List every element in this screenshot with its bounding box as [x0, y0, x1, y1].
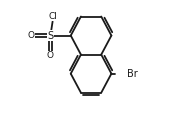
- Text: O: O: [47, 51, 54, 60]
- Text: Br: Br: [127, 69, 137, 79]
- Text: Cl: Cl: [49, 12, 57, 21]
- Text: O: O: [27, 31, 34, 40]
- Text: S: S: [47, 31, 53, 41]
